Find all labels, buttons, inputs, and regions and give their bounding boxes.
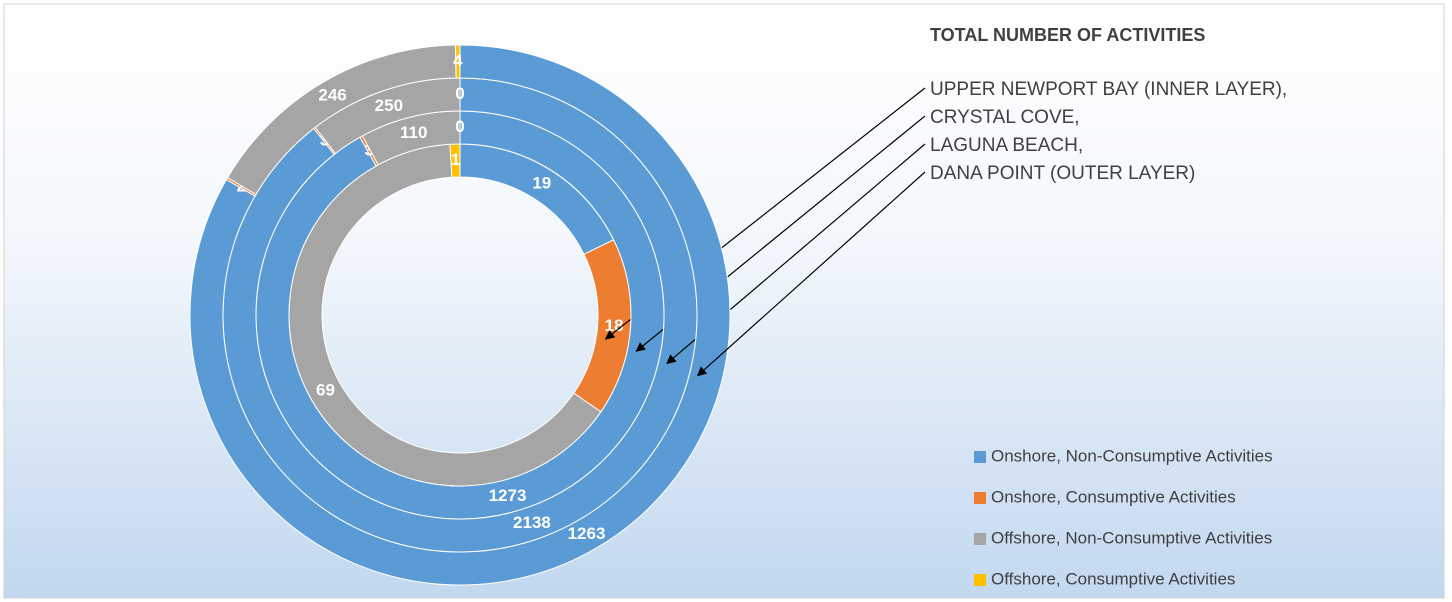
legend-label: Offshore, Consumptive Activities <box>991 569 1235 588</box>
ring-label: DANA POINT (OUTER LAYER) <box>930 163 1195 184</box>
data-label: 4 <box>453 51 463 70</box>
ring-label: LAGUNA BEACH, <box>930 135 1083 156</box>
data-label: 0 <box>455 84 464 103</box>
data-label: 1 <box>451 150 460 169</box>
data-label: 2138 <box>513 513 551 532</box>
data-label: 1273 <box>489 486 527 505</box>
data-label: 3 <box>364 140 373 159</box>
data-label: 69 <box>316 380 335 399</box>
legend-label: Onshore, Consumptive Activities <box>991 487 1236 506</box>
data-label: 110 <box>400 123 427 142</box>
chart-title: TOTAL NUMBER OF ACTIVITIES <box>930 25 1205 45</box>
ring-segment <box>189 44 731 586</box>
ring-segment <box>455 44 461 79</box>
data-label: 0 <box>455 117 464 136</box>
ring-label: CRYSTAL COVE, <box>930 107 1080 128</box>
legend-swatch <box>974 492 986 504</box>
data-label: 1263 <box>568 524 606 543</box>
data-label: 250 <box>375 96 403 115</box>
legend-label: Onshore, Non-Consumptive Activities <box>991 446 1273 465</box>
legend-swatch <box>974 451 986 463</box>
legend-swatch <box>974 533 986 545</box>
ring-label: UPPER NEWPORT BAY (INNER LAYER), <box>930 79 1287 100</box>
legend-swatch <box>974 574 986 586</box>
annotation-arrow <box>696 171 926 377</box>
legend-label: Offshore, Non-Consumptive Activities <box>991 528 1272 547</box>
data-label: 246 <box>318 85 346 104</box>
data-label: 19 <box>532 173 551 192</box>
